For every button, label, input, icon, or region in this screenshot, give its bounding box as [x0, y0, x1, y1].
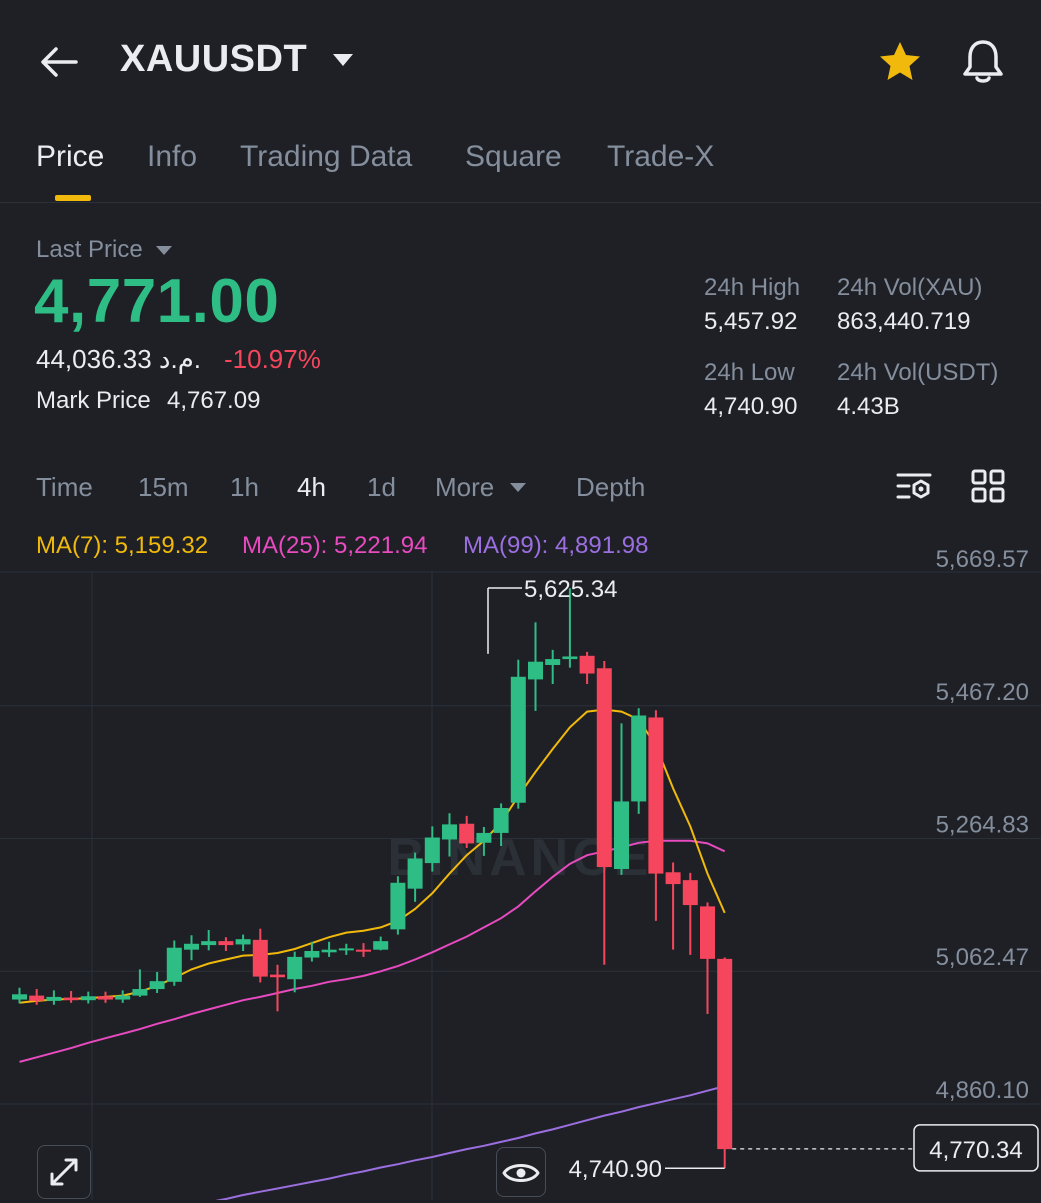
mark-price-label: Mark Price [36, 387, 151, 414]
eye-icon [502, 1164, 540, 1182]
indicator-settings-icon[interactable] [894, 466, 934, 506]
candle-body [528, 661, 543, 680]
vol-base-label: 24h Vol(XAU) [837, 274, 983, 301]
candle-body [80, 996, 96, 1001]
candle-body [338, 948, 354, 951]
favorite-star-icon[interactable] [876, 38, 924, 86]
candle-body [321, 949, 337, 953]
candle-body [596, 668, 612, 868]
candle-body [545, 659, 561, 665]
interval-15m[interactable]: 15m [138, 472, 189, 502]
min-price-label: 4,740.90 [569, 1156, 662, 1183]
y-tick-label: 4,860.10 [936, 1077, 1029, 1104]
chevron-down-icon[interactable] [510, 482, 526, 493]
candle-body [270, 974, 285, 978]
tab-info[interactable]: Info [147, 140, 198, 173]
chevron-down-icon[interactable] [156, 245, 172, 256]
y-tick-label: 5,264.83 [936, 812, 1029, 839]
candle-body [493, 807, 509, 833]
active-tab-indicator [55, 195, 91, 201]
high-24h-value: 5,457.92 [704, 308, 798, 335]
candle-body [390, 882, 406, 930]
fullscreen-button[interactable] [37, 1145, 91, 1199]
interval-more[interactable]: More [435, 472, 495, 502]
interval-1d[interactable]: 1d [367, 472, 396, 502]
ma7-legend: MA(7): 5,159.32 [36, 532, 209, 559]
candle-body [442, 824, 457, 840]
candle-body [132, 989, 148, 996]
last-price: 4,771.00 [34, 267, 280, 336]
pair-title[interactable]: XAUUSDT [120, 38, 308, 80]
candle-body [98, 996, 113, 1000]
vol-quote-value: 4.43B [837, 393, 900, 420]
candle-body [665, 872, 681, 885]
candle-body [166, 947, 182, 982]
candle-body [682, 880, 698, 906]
candle-body [184, 943, 199, 950]
interval-4h[interactable]: 4h [297, 472, 326, 502]
tabs-divider [0, 202, 1041, 203]
layout-grid-icon[interactable] [968, 466, 1008, 506]
low-24h-label: 24h Low [704, 359, 795, 386]
ma25-legend: MA(25): 5,221.94 [242, 532, 428, 559]
back-arrow-icon[interactable] [38, 40, 82, 84]
chevron-down-icon[interactable] [332, 52, 354, 68]
last-price-label[interactable]: Last Price [36, 236, 143, 263]
candle-body [476, 832, 492, 843]
vol-quote-label: 24h Vol(USDT) [837, 359, 999, 386]
current-price-box [913, 1124, 1039, 1172]
ma99-line [215, 1085, 725, 1200]
mark-price-value: 4,767.09 [167, 387, 261, 414]
interval-depth[interactable]: Depth [576, 472, 646, 502]
candle-body [356, 949, 371, 952]
candle-body [717, 958, 733, 1150]
interval-time[interactable]: Time [36, 472, 93, 502]
candle-body [614, 801, 629, 869]
tab-square[interactable]: Square [465, 140, 562, 173]
candle-body [235, 939, 251, 945]
candle-body [201, 941, 217, 946]
candlestick-chart[interactable]: BINANCE 5,669.575,467.205,264.835,062.47… [0, 520, 1041, 1200]
current-price-label: 4,770.34 [929, 1137, 1022, 1164]
tab-price[interactable]: Price [36, 140, 105, 173]
candle-body [218, 941, 234, 946]
expand-icon [50, 1158, 78, 1186]
candle-body [63, 997, 79, 1001]
candle-body [700, 906, 715, 959]
candle-body [46, 996, 62, 1001]
low-24h-value: 4,740.90 [704, 393, 798, 420]
tab-trading-data[interactable]: Trading Data [240, 140, 413, 173]
ma99-legend: MA(99): 4,891.98 [463, 532, 649, 559]
visibility-toggle-button[interactable] [496, 1147, 546, 1197]
candle-body [304, 950, 320, 958]
price-change-percent: -10.97% [224, 344, 321, 374]
interval-1h[interactable]: 1h [230, 472, 259, 502]
vol-base-value: 863,440.719 [837, 308, 971, 335]
candle-body [562, 656, 578, 660]
candle-body [373, 941, 389, 950]
candle-body [407, 858, 423, 889]
candle-body [631, 715, 647, 802]
candle-body [12, 994, 27, 1000]
bell-alert-icon[interactable] [958, 36, 1008, 86]
max-price-label: 5,625.34 [524, 576, 617, 603]
candle-body [115, 995, 131, 1000]
candle-body [424, 837, 440, 864]
candle-body [648, 717, 664, 874]
fiat-price: 44,036.33 م.د. [36, 344, 202, 374]
candle-body [579, 655, 595, 674]
y-tick-label: 5,467.20 [936, 679, 1029, 706]
candle-body [29, 995, 45, 1001]
high-24h-label: 24h High [704, 274, 801, 301]
candle-body [149, 981, 165, 990]
candle-body [459, 823, 475, 844]
candle-body [510, 676, 526, 803]
candle-body [252, 939, 268, 977]
y-tick-label: 5,062.47 [936, 944, 1029, 971]
candle-body [287, 956, 303, 980]
y-tick-label: 5,669.57 [936, 546, 1029, 573]
tab-trade-x[interactable]: Trade-X [607, 140, 715, 173]
